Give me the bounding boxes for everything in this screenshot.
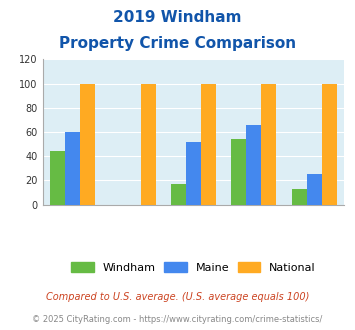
Bar [261, 83, 277, 205]
Bar [186, 142, 201, 205]
Bar [231, 139, 246, 205]
Bar [307, 174, 322, 205]
Bar [291, 189, 307, 205]
Bar [201, 83, 216, 205]
Text: 2019 Windham: 2019 Windham [113, 10, 242, 25]
Bar [80, 83, 95, 205]
Bar [246, 125, 261, 205]
Bar [50, 151, 65, 205]
Legend: Windham, Maine, National: Windham, Maine, National [67, 258, 320, 278]
Bar [141, 83, 156, 205]
Text: Compared to U.S. average. (U.S. average equals 100): Compared to U.S. average. (U.S. average … [46, 292, 309, 302]
Text: © 2025 CityRating.com - https://www.cityrating.com/crime-statistics/: © 2025 CityRating.com - https://www.city… [32, 315, 323, 324]
Bar [65, 132, 80, 205]
Bar [171, 184, 186, 205]
Bar [322, 83, 337, 205]
Text: Property Crime Comparison: Property Crime Comparison [59, 36, 296, 51]
